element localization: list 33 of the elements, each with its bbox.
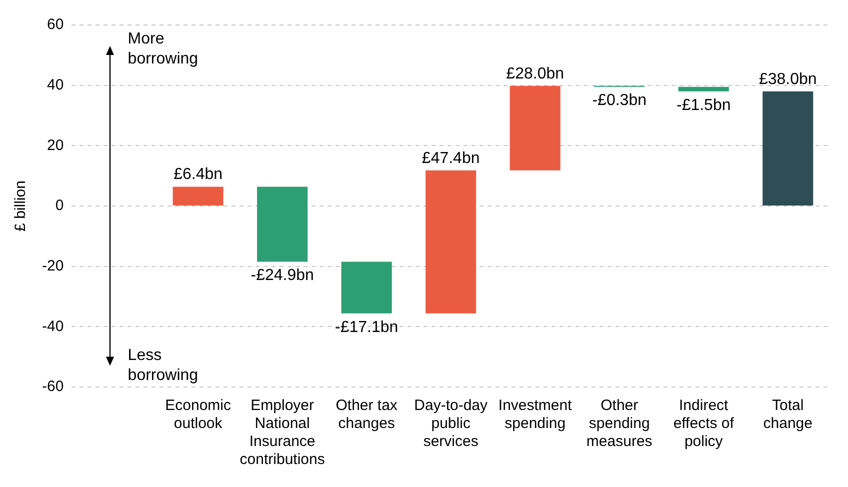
x-tick-label: Other tax changes [336,397,398,432]
annotation: More borrowing [128,30,198,68]
x-tick-label: Economic outlook [165,397,232,432]
y-tick-label: -20 [42,257,64,274]
data-label: -£17.1bn [334,318,398,336]
x-tick-label: Indirect effects of policy [673,397,735,450]
y-axis-title: £ billion [12,180,30,232]
x-tick-label: Total change [763,397,812,432]
data-label: -£0.3bn [592,92,646,110]
y-tick-label: 20 [46,136,64,154]
bar [510,86,560,170]
data-label: £47.4bn [422,150,480,167]
bar [762,91,814,206]
bar [678,86,729,92]
y-tick-label: -60 [42,378,64,396]
bar [426,170,476,314]
bar [172,186,224,206]
y-tick-label: 0 [55,197,64,214]
y-tick-label: 60 [46,16,64,34]
data-label: -£24.9bn [250,267,314,284]
bar [341,262,392,314]
x-tick-label: Investment spending [498,397,573,432]
annotation: Less borrowing [128,347,198,384]
data-label: £28.0bn [506,65,564,82]
x-tick-label: Other spending measures [586,397,652,450]
y-tick-label: -40 [42,318,64,335]
x-tick-label: Employer National Insurance contributions [240,397,325,468]
y-tick-label: 40 [46,76,64,94]
bar [257,186,308,262]
data-label: -£1.5bn [676,96,731,114]
data-label: £6.4bn [174,166,223,184]
x-tick-label: Day-to-day public services [414,397,488,450]
data-label: £38.0bn [758,70,817,88]
